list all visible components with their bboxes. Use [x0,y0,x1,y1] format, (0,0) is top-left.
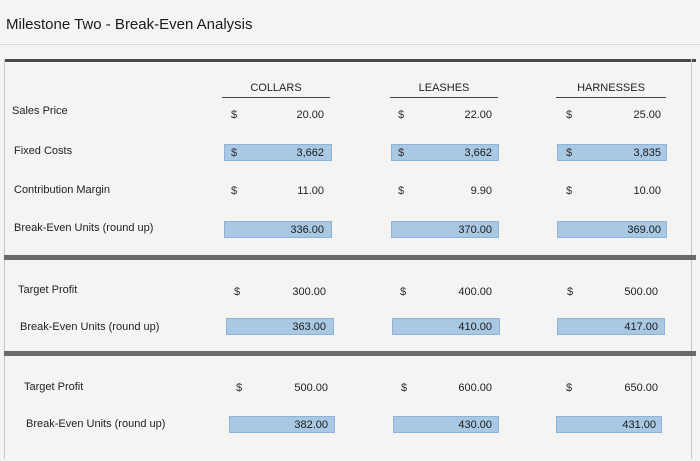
cell-value[interactable]: 431.00 [622,419,656,431]
cell-value[interactable]: 20.00 [296,109,324,121]
row-label-target-profit: Target Profit [24,381,84,393]
cell-value[interactable]: 382.00 [294,419,328,431]
row-label-contribution-margin: Contribution Margin [14,184,110,196]
currency-symbol: $ [566,185,573,197]
currency-symbol: $ [231,109,238,121]
cell-value[interactable]: 9.90 [470,185,492,197]
cell-value[interactable]: 25.00 [633,109,661,121]
column-header-harnesses: HARNESSES [577,82,645,94]
cell-value[interactable]: 400.00 [458,286,492,298]
page-title: Milestone Two - Break-Even Analysis [6,16,253,33]
column-header-underline [390,97,498,98]
cell-value[interactable]: 363.00 [292,321,326,333]
currency-symbol: $ [400,286,407,298]
highlighted-cell [224,144,332,161]
cell-value[interactable]: 500.00 [294,382,328,394]
column-header-leashes: LEASHES [418,82,470,94]
cell-value[interactable]: 370.00 [458,224,492,236]
table-top-border [4,59,696,62]
cell-value[interactable]: 600.00 [458,382,492,394]
highlighted-cell [557,221,667,238]
currency-symbol: $ [567,286,574,298]
highlighted-cell [391,144,499,161]
cell-value[interactable]: 369.00 [627,224,661,236]
row-label-target-profit: Target Profit [18,284,78,296]
title-divider [0,44,700,45]
cell-value[interactable]: 22.00 [464,109,492,121]
currency-symbol: $ [231,185,238,197]
cell-value[interactable]: 430.00 [458,419,492,431]
section-separator [4,255,696,260]
column-header-collars: COLLARS [250,82,302,94]
row-label-sales-price: Sales Price [12,105,68,117]
currency-symbol: $ [566,382,573,394]
highlighted-cell [557,144,667,161]
highlighted-cell [393,416,499,433]
highlighted-cell [391,221,499,238]
currency-symbol: $ [231,147,238,159]
currency-symbol: $ [398,147,405,159]
section-separator [4,351,696,356]
cell-value[interactable]: 410.00 [458,321,492,333]
currency-symbol: $ [398,185,405,197]
row-label-fixed-costs: Fixed Costs [14,145,73,157]
currency-symbol: $ [566,109,573,121]
cell-value[interactable]: 3,662 [464,147,492,159]
highlighted-cell [392,318,500,335]
row-label-break-even-units: Break-Even Units (round up) [20,321,160,333]
cell-value[interactable]: 10.00 [633,185,661,197]
column-header-underline [222,97,330,98]
currency-symbol: $ [234,286,241,298]
row-label-break-even-units: Break-Even Units (round up) [14,222,154,234]
cell-value[interactable]: 336.00 [290,224,324,236]
highlighted-cell [229,416,335,433]
cell-value[interactable]: 300.00 [292,286,326,298]
cell-value[interactable]: 417.00 [624,321,658,333]
cell-value[interactable]: 3,835 [633,147,661,159]
row-label-break-even-units: Break-Even Units (round up) [26,418,166,430]
currency-symbol: $ [236,382,243,394]
currency-symbol: $ [566,147,573,159]
highlighted-cell [556,416,662,433]
cell-value[interactable]: 500.00 [624,286,658,298]
cell-value[interactable]: 650.00 [624,382,658,394]
highlighted-cell [224,221,332,238]
column-header-underline [556,97,666,98]
currency-symbol: $ [398,109,405,121]
highlighted-cell [557,318,665,335]
cell-value[interactable]: 3,662 [296,147,324,159]
highlighted-cell [226,318,334,335]
cell-value[interactable]: 11.00 [297,185,324,197]
currency-symbol: $ [401,382,408,394]
